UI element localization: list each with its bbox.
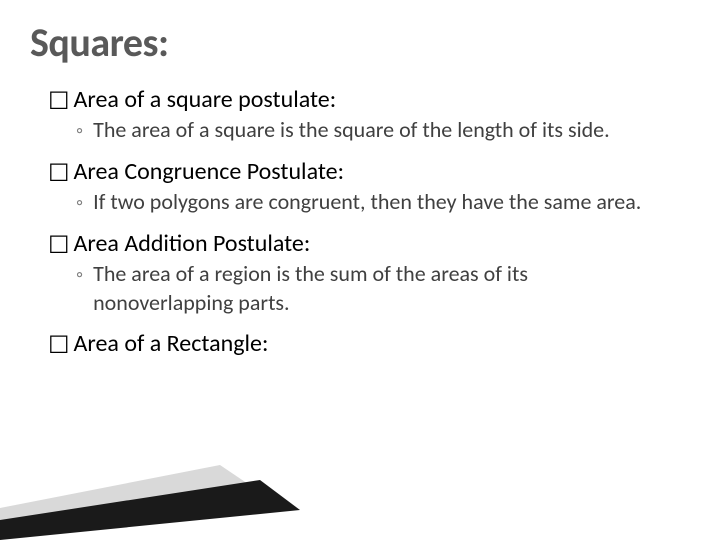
sub-text: If two polygons are congruent, then they… <box>93 188 641 217</box>
bullet-icon: ◦ <box>76 262 83 289</box>
heading-text: Area Congruence Postulate: <box>74 157 344 186</box>
bullet-icon: ◦ <box>76 190 83 217</box>
heading-rest: Addition Postulate: <box>119 229 310 258</box>
bullet-icon: ◦ <box>76 118 83 145</box>
heading-text: Area of a square postulate: <box>74 85 337 114</box>
item-heading: ☐ Area Congruence Postulate: <box>30 157 690 186</box>
list-item: ☐ Area Congruence Postulate: ◦ If two po… <box>30 157 690 217</box>
heading-rest: Congruence Postulate: <box>119 157 344 186</box>
heading-prefix: Area <box>74 85 119 114</box>
slide: Squares: ☐ Area of a square postulate: ◦… <box>0 0 720 540</box>
checkbox-icon: ☐ <box>48 234 70 258</box>
sub-item: ◦ The area of a region is the sum of the… <box>30 260 690 317</box>
heading-prefix: Area <box>74 157 119 186</box>
heading-text: Area Addition Postulate: <box>74 229 311 258</box>
checkbox-icon: ☐ <box>48 162 70 186</box>
item-heading: ☐ Area Addition Postulate: <box>30 229 690 258</box>
checkbox-icon: ☐ <box>48 90 70 114</box>
heading-rest: of a Rectangle: <box>119 329 268 358</box>
item-heading: ☐ Area of a square postulate: <box>30 85 690 114</box>
list-item: ☐ Area of a square postulate: ◦ The area… <box>30 85 690 145</box>
sub-text: The area of a region is the sum of the a… <box>93 260 673 317</box>
heading-rest: of a square postulate: <box>119 85 336 114</box>
list-item: ☐ Area Addition Postulate: ◦ The area of… <box>30 229 690 317</box>
sub-text: The area of a square is the square of th… <box>93 116 610 145</box>
list-item: ☐ Area of a Rectangle: <box>30 329 690 358</box>
heading-text: Area of a Rectangle: <box>74 329 269 358</box>
sub-item: ◦ The area of a square is the square of … <box>30 116 690 145</box>
page-title: Squares: <box>30 18 690 67</box>
checkbox-icon: ☐ <box>48 334 70 358</box>
heading-prefix: Area <box>74 329 119 358</box>
corner-decoration-icon <box>0 450 320 540</box>
heading-prefix: Area <box>74 229 119 258</box>
item-heading: ☐ Area of a Rectangle: <box>30 329 690 358</box>
sub-item: ◦ If two polygons are congruent, then th… <box>30 188 690 217</box>
